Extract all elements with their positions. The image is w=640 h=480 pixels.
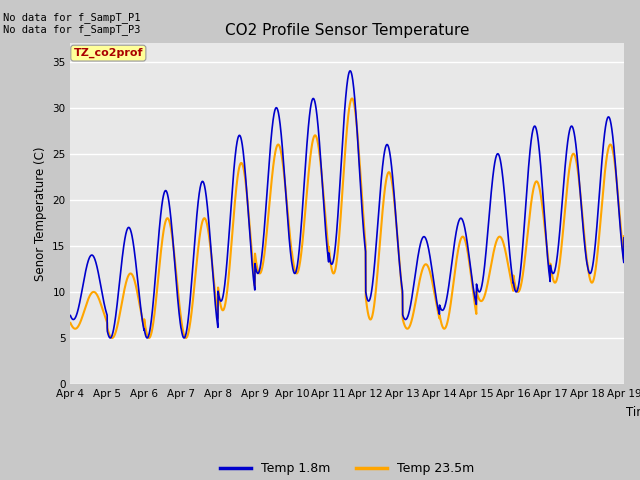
Text: No data for f_SampT_P1: No data for f_SampT_P1 xyxy=(3,12,141,23)
Title: CO2 Profile Sensor Temperature: CO2 Profile Sensor Temperature xyxy=(225,23,470,38)
Text: No data for f_SampT_P3: No data for f_SampT_P3 xyxy=(3,24,141,35)
X-axis label: Time: Time xyxy=(626,406,640,419)
Legend: Temp 1.8m, Temp 23.5m: Temp 1.8m, Temp 23.5m xyxy=(215,457,479,480)
Y-axis label: Senor Temperature (C): Senor Temperature (C) xyxy=(34,146,47,281)
Text: TZ_co2prof: TZ_co2prof xyxy=(74,48,143,58)
